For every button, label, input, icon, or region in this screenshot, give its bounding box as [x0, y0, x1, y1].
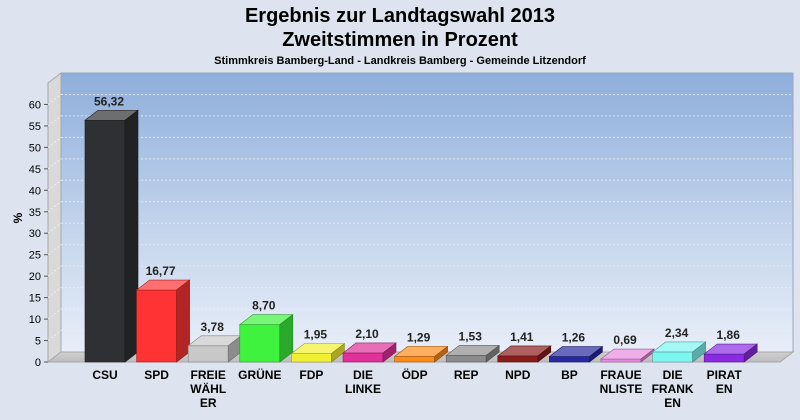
gridline-left	[47, 136, 62, 148]
gridline-left	[47, 94, 62, 105]
y-tick-label: 60	[29, 99, 41, 111]
x-tick-label: FRAUE	[600, 368, 641, 382]
data-label: 2,34	[665, 326, 689, 340]
data-label: 2,10	[355, 327, 379, 341]
gridline-left	[47, 330, 62, 341]
gridline-left	[47, 179, 62, 191]
x-tick-label: NPD	[505, 368, 531, 382]
y-tick-label: 30	[29, 228, 41, 240]
x-tick-label: CSU	[92, 368, 117, 382]
bar	[445, 355, 487, 363]
data-label: 1,29	[407, 330, 431, 344]
bar	[342, 352, 384, 363]
x-tick-label: ER	[200, 396, 217, 410]
y-tick-label: 50	[29, 142, 41, 154]
data-label: 56,32	[94, 94, 124, 108]
bar	[549, 356, 590, 363]
x-tick-label: ÖDP	[402, 367, 428, 382]
bar	[84, 119, 126, 363]
data-label: 3,78	[201, 320, 225, 334]
bar-side	[485, 344, 500, 363]
x-tick-label: PIRAT	[707, 368, 743, 382]
y-tick-label: 20	[29, 271, 41, 283]
data-label: 0,69	[613, 333, 637, 347]
x-tick-label: DIE	[663, 368, 683, 382]
bar	[239, 324, 281, 363]
x-tick-label: FDP	[299, 368, 323, 382]
x-tick-label: SPD	[144, 368, 169, 382]
y-tick-label: 55	[29, 121, 41, 133]
bar-side	[589, 345, 603, 363]
bar	[703, 353, 745, 363]
bar-side	[537, 345, 552, 363]
data-label: 1,26	[562, 331, 586, 345]
data-label: 1,41	[510, 330, 534, 344]
x-tick-label: LINKE	[345, 382, 381, 396]
y-tick-label: 40	[29, 185, 41, 197]
x-tick-label: NLISTE	[600, 382, 643, 396]
y-tick-label: 10	[29, 314, 41, 326]
gridline-left	[47, 158, 62, 170]
y-tick-label: 0	[35, 357, 41, 369]
bar	[652, 351, 693, 363]
x-tick-label: BP	[561, 368, 578, 382]
bar	[600, 358, 642, 363]
y-axis-label: %	[11, 212, 25, 223]
gridline-left	[47, 308, 62, 320]
bar-side	[279, 314, 294, 363]
data-label: 1,86	[717, 328, 741, 342]
x-tick-label: EN	[664, 396, 681, 410]
bar-side	[692, 341, 706, 363]
x-tick-label: FREIE	[191, 368, 226, 382]
data-label: 1,53	[459, 329, 483, 343]
data-label: 16,77	[146, 264, 176, 278]
chart-subtitle: Stimmkreis Bamberg-Land - Landkreis Bamb…	[214, 55, 586, 67]
chart-title: Ergebnis zur Landtagswahl 2013	[244, 5, 556, 27]
bar-side	[434, 345, 448, 363]
bar	[291, 353, 332, 363]
gridline-left	[47, 222, 62, 234]
bar	[394, 356, 435, 363]
y-tick-label: 35	[29, 207, 41, 219]
gridline-left	[47, 265, 62, 277]
plot-left-wall	[47, 71, 62, 364]
bar	[187, 345, 229, 363]
chart-title-line2: Zweitstimmen in Prozent	[282, 29, 518, 51]
bar-side	[176, 279, 190, 363]
x-tick-label: DIE	[353, 368, 373, 382]
x-tick-label: EN	[716, 382, 733, 396]
data-label: 1,95	[304, 328, 328, 342]
x-tick-label: REP	[454, 368, 479, 382]
y-tick-label: 45	[29, 164, 41, 176]
x-tick-label: FRANK	[652, 382, 694, 396]
bar-side	[382, 342, 397, 363]
y-tick-label: 5	[35, 336, 41, 348]
bar-side	[743, 343, 758, 363]
bar	[497, 355, 539, 363]
gridline-left	[47, 201, 62, 213]
bar-side	[124, 109, 139, 363]
gridline-left	[47, 115, 62, 127]
x-tick-label: GRÜNE	[238, 367, 281, 382]
x-tick-label: WÄHL	[190, 381, 226, 396]
gridline-left	[47, 287, 62, 299]
y-tick-label: 25	[29, 250, 41, 262]
gridline-left	[47, 244, 62, 256]
bar	[136, 289, 177, 363]
y-tick-label: 15	[29, 293, 41, 305]
data-label: 8,70	[252, 299, 276, 313]
